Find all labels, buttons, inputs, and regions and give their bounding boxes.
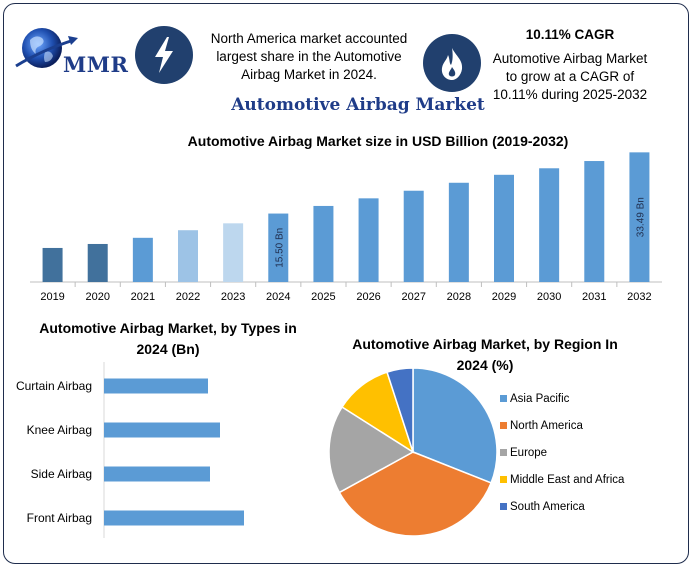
x-tick-label: 2022 [176, 291, 200, 303]
cagr-title: 10.11% CAGR [525, 27, 615, 42]
legend-swatch [500, 476, 507, 483]
bar-2023 [223, 223, 244, 282]
x-tick-label: 2030 [537, 291, 561, 303]
legend-label: South America [510, 501, 585, 513]
lightning-icon [135, 26, 193, 84]
legend-swatch [500, 422, 507, 429]
types-chart-title: Automotive Airbag Market, by Types in 20… [39, 320, 297, 357]
x-tick-label: 2028 [447, 291, 471, 303]
cagr-callout: Automotive Airbag Market to grow at a CA… [492, 51, 648, 102]
market-size-bar-chart: 2019 2020 2021 2022 2023 2024 2025 2026 2027 2028… [30, 152, 662, 303]
north-america-callout: North America market accounted largest s… [210, 31, 408, 82]
bar-2027 [403, 190, 424, 282]
category-label: Knee Airbag [27, 423, 92, 437]
bar-2021 [132, 237, 153, 282]
region-pie-chart: Asia Pacific North America Europe Middle Ea… [328, 367, 625, 537]
pie-slice-europe [328, 405, 415, 494]
bar-curtain-airbag [104, 378, 208, 394]
pie-slice-asia-pacific [412, 367, 498, 484]
bar-2025 [313, 205, 334, 282]
bar-2026 [358, 198, 379, 282]
bar-2032 [629, 152, 650, 282]
legend-swatch [500, 449, 507, 456]
bar-front-airbag [104, 510, 244, 526]
pie-chart-title: Automotive Airbag Market, by Region In 2… [352, 336, 618, 373]
legend-swatch [500, 395, 507, 402]
bar-2028 [448, 182, 469, 282]
x-tick-label: 2021 [131, 291, 155, 303]
bar-knee-airbag [104, 422, 220, 438]
bar-2029 [494, 174, 514, 282]
category-label: Front Airbag [27, 511, 92, 525]
bar-2019 [42, 247, 63, 282]
bar-chart-title: Automotive Airbag Market size in USD Bil… [187, 133, 569, 149]
category-label: Curtain Airbag [16, 379, 92, 393]
x-tick-label: 2032 [627, 291, 651, 303]
x-tick-label: 2023 [221, 291, 245, 303]
bar-2024 [268, 213, 289, 282]
data-label: 15.50 Bn [274, 228, 285, 268]
pie-slice-south-america [386, 367, 414, 453]
logo-text: MMR [63, 52, 129, 77]
bar-2030 [539, 168, 560, 282]
flame-icon [423, 34, 481, 92]
legend-swatch [500, 503, 507, 510]
legend-label: Middle East and Africa [510, 474, 625, 486]
x-tick-label: 2031 [582, 291, 606, 303]
bar-side-airbag [104, 466, 210, 482]
x-tick-label: 2027 [401, 291, 425, 303]
legend-label: North America [510, 420, 583, 432]
legend-label: Asia Pacific [510, 393, 570, 405]
category-label: Side Airbag [31, 467, 92, 481]
data-label: 33.49 Bn [635, 197, 646, 237]
x-tick-label: 2029 [492, 291, 516, 303]
x-tick-label: 2026 [356, 291, 380, 303]
x-tick-label: 2025 [311, 291, 335, 303]
bar-2022 [178, 230, 198, 282]
x-tick-label: 2024 [266, 291, 290, 303]
main-title: Automotive Airbag Market [231, 95, 485, 115]
types-bar-chart: Curtain Airbag Knee Airbag Side Airbag Fron… [16, 362, 244, 538]
x-tick-label: 2020 [85, 291, 109, 303]
bar-2020 [87, 243, 108, 282]
legend-label: Europe [510, 447, 547, 459]
mmr-logo [15, 28, 78, 68]
pie-slice-north-america [338, 451, 493, 537]
x-tick-label: 2019 [40, 291, 64, 303]
bar-2031 [584, 161, 605, 282]
